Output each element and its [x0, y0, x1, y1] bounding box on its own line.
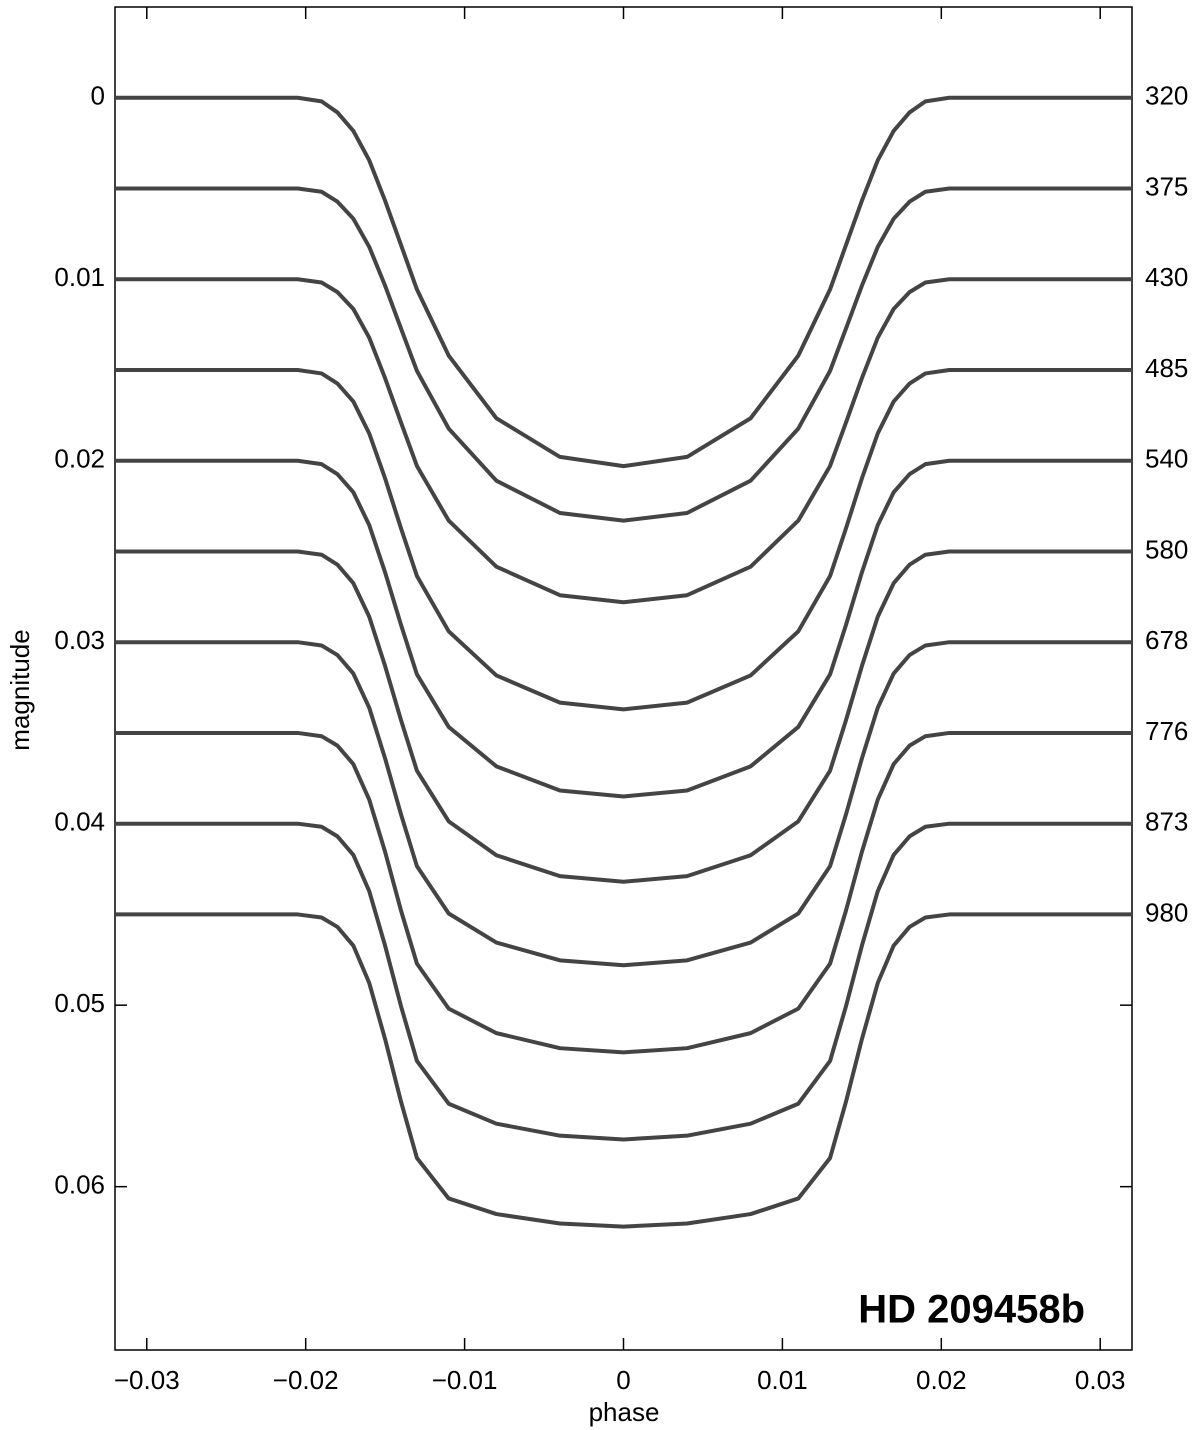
x-tick-label: 0	[616, 1365, 630, 1395]
y-tick-label: 0.06	[54, 1170, 105, 1200]
model-curve	[115, 186, 1132, 523]
model-curve	[115, 549, 1132, 884]
x-tick-label: 0.03	[1075, 1365, 1126, 1395]
series-label: 580	[1145, 534, 1188, 564]
x-axis-label: phase	[589, 1397, 660, 1427]
y-tick-label: 0.02	[54, 444, 105, 474]
model-curve	[115, 458, 1132, 799]
series-label: 678	[1145, 625, 1188, 655]
model-curve	[115, 821, 1132, 1142]
model-curve	[115, 367, 1132, 712]
series-label: 430	[1145, 262, 1188, 292]
x-tick-label: −0.03	[114, 1365, 180, 1395]
annotation: HD 209458b	[858, 1288, 1085, 1332]
series-label: 776	[1145, 716, 1188, 746]
series-label: 375	[1145, 171, 1188, 201]
model-curve	[115, 912, 1132, 1229]
x-tick-label: 0.01	[757, 1365, 808, 1395]
x-tick-label: −0.01	[432, 1365, 498, 1395]
x-tick-label: 0.02	[916, 1365, 967, 1395]
plot-frame	[114, 6, 1133, 1351]
series-label: 320	[1145, 81, 1188, 111]
model-curve	[115, 277, 1132, 605]
series-label: 485	[1145, 353, 1188, 383]
series-label: 873	[1145, 807, 1188, 837]
y-axis-label: magnitude	[5, 629, 35, 750]
y-tick-label: 0.04	[54, 807, 105, 837]
model-curve	[115, 640, 1132, 968]
y-tick-label: 0.05	[54, 988, 105, 1018]
series-label: 540	[1145, 444, 1188, 474]
model-curve	[115, 730, 1132, 1055]
y-tick-label: 0.03	[54, 625, 105, 655]
series-label: 980	[1145, 897, 1188, 927]
x-tick-label: −0.02	[273, 1365, 339, 1395]
model-curve	[115, 95, 1132, 469]
y-tick-label: 0.01	[54, 262, 105, 292]
y-tick-label: 0	[91, 81, 105, 111]
